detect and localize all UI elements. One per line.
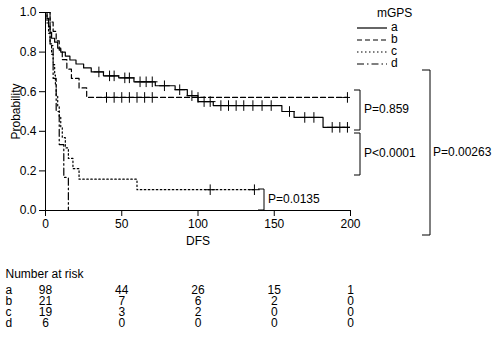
svg-text:0.2: 0.2 [20, 164, 37, 178]
svg-text:98: 98 [38, 283, 53, 298]
svg-text:0: 0 [42, 217, 49, 231]
svg-text:7: 7 [118, 294, 126, 309]
svg-text:0.8: 0.8 [20, 45, 37, 59]
svg-text:150: 150 [264, 217, 284, 231]
svg-text:P=0.0135: P=0.0135 [268, 192, 320, 206]
svg-text:d: d [6, 316, 13, 330]
svg-text:21: 21 [38, 294, 53, 309]
svg-text:c: c [391, 44, 397, 59]
svg-text:200: 200 [340, 217, 360, 231]
svg-text:a: a [391, 20, 398, 35]
svg-text:50: 50 [115, 217, 129, 231]
svg-text:0: 0 [118, 316, 125, 330]
svg-text:a: a [5, 283, 13, 298]
svg-text:0: 0 [347, 294, 354, 309]
svg-text:0: 0 [347, 316, 354, 330]
svg-text:44: 44 [115, 283, 129, 298]
svg-text:P=0.859: P=0.859 [364, 102, 409, 116]
svg-text:0: 0 [195, 316, 202, 330]
svg-text:P<0.0001: P<0.0001 [364, 146, 416, 160]
svg-text:0: 0 [270, 305, 278, 320]
svg-text:Probability: Probability [9, 83, 23, 139]
svg-text:6: 6 [42, 316, 49, 330]
svg-text:Number at risk: Number at risk [6, 267, 85, 281]
svg-text:2: 2 [270, 294, 278, 309]
svg-text:b: b [391, 32, 398, 47]
svg-text:19: 19 [38, 305, 53, 320]
svg-text:0: 0 [347, 305, 354, 320]
svg-text:P=0.00263: P=0.00263 [433, 145, 492, 159]
svg-text:0: 0 [271, 316, 278, 330]
svg-text:6: 6 [194, 294, 202, 309]
svg-text:0.0: 0.0 [20, 203, 37, 217]
svg-text:1.0: 1.0 [20, 5, 37, 19]
svg-text:d: d [391, 56, 398, 70]
svg-text:100: 100 [188, 217, 208, 231]
svg-text:1: 1 [347, 283, 354, 298]
svg-text:0.6: 0.6 [19, 84, 37, 99]
svg-text:3: 3 [118, 305, 126, 320]
svg-text:mGPS: mGPS [377, 6, 412, 20]
svg-text:15: 15 [267, 283, 281, 298]
svg-text:2: 2 [194, 305, 202, 320]
svg-text:c: c [5, 305, 12, 320]
svg-text:b: b [5, 294, 13, 309]
svg-text:0.4: 0.4 [19, 124, 37, 139]
svg-text:26: 26 [191, 283, 205, 298]
svg-text:DFS: DFS [186, 234, 210, 248]
